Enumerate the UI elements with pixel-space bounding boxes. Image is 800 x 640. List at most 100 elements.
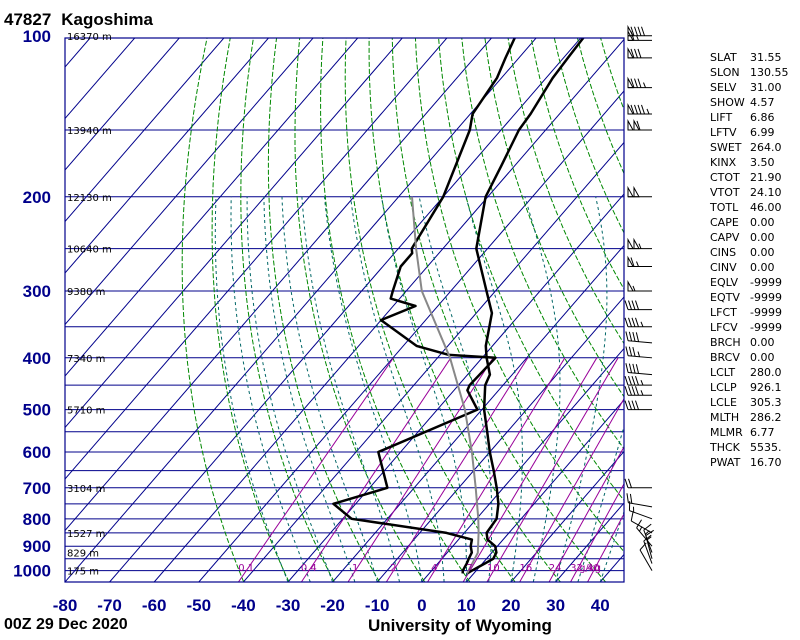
x-tick-label: -60 bbox=[142, 596, 167, 615]
height-labels: 16370 m 13940 m 12130 m 10640 m 9380 m 7340 m… bbox=[67, 32, 112, 578]
isotherm bbox=[287, 193, 624, 582]
moist-adiabat bbox=[281, 196, 378, 582]
y-tick-label: 1000 bbox=[13, 562, 51, 581]
height-label: 3104 m bbox=[67, 484, 105, 495]
barb-half-flag bbox=[646, 108, 650, 115]
barb-flag bbox=[634, 78, 638, 88]
index-name: SLAT bbox=[710, 51, 737, 64]
barb-flag bbox=[643, 534, 652, 542]
isotherm bbox=[421, 347, 624, 582]
barb-pennant bbox=[627, 103, 634, 115]
mixing-ratio-label: g/kg bbox=[579, 563, 601, 574]
index-row: LIFT 6.86 bbox=[710, 110, 789, 125]
index-row: LFCT -9999 bbox=[710, 305, 789, 320]
index-value: 0.00 bbox=[750, 231, 775, 244]
barb-staff bbox=[628, 372, 653, 376]
y-tick-label: 400 bbox=[23, 349, 51, 368]
index-row: EQLV -9999 bbox=[710, 275, 789, 290]
index-row: PWAT 16.70 bbox=[710, 455, 789, 470]
wind-barb bbox=[627, 237, 652, 250]
isotherm bbox=[65, 38, 270, 274]
wind-barb bbox=[627, 103, 652, 115]
mixing-ratio-line bbox=[300, 357, 452, 582]
index-value: 4.57 bbox=[750, 96, 775, 109]
index-row: THCK 5535. bbox=[710, 440, 789, 455]
barb-flag bbox=[630, 104, 635, 115]
barb-pennant bbox=[627, 24, 634, 37]
index-name: KINX bbox=[710, 156, 737, 169]
dry-adiabat bbox=[181, 38, 245, 582]
mixing-ratio-label: 2 bbox=[390, 563, 396, 574]
plot-area bbox=[0, 36, 624, 582]
index-name: SLON bbox=[710, 66, 740, 79]
barb-flag bbox=[628, 331, 633, 342]
moist-adiabat bbox=[577, 424, 624, 582]
barb-flag bbox=[632, 346, 636, 357]
index-name: LCLE bbox=[710, 396, 737, 409]
barb-flag bbox=[630, 511, 634, 522]
isotherm bbox=[243, 141, 624, 582]
dry-adiabat bbox=[344, 38, 516, 582]
height-label: 16370 m bbox=[67, 32, 112, 43]
stability-indices: SLAT 31.55 SLON 130.55 SELV 31.00 SHOW 4.57 LIFT… bbox=[710, 50, 789, 470]
index-row: LCLP 926.1 bbox=[710, 380, 789, 395]
x-tick-label: -80 bbox=[53, 596, 78, 615]
index-name: PWAT bbox=[710, 456, 741, 469]
barb-pennant bbox=[627, 46, 634, 59]
barb-pennant bbox=[633, 185, 640, 198]
height-label: 10640 m bbox=[67, 245, 112, 256]
mixing-ratio-label: 7 bbox=[467, 563, 473, 574]
isotherm bbox=[0, 36, 47, 582]
y-tick-label: 100 bbox=[23, 27, 51, 46]
barb-half-flag bbox=[632, 285, 636, 292]
x-tick-label: 30 bbox=[546, 596, 565, 615]
wind-barb bbox=[627, 46, 652, 59]
index-row: SHOW 4.57 bbox=[710, 95, 789, 110]
x-tick-label: 40 bbox=[591, 596, 610, 615]
moist-adiabat bbox=[214, 196, 289, 582]
isotherm bbox=[65, 38, 359, 377]
dry-adiabat bbox=[507, 38, 624, 345]
barb-flag bbox=[625, 363, 629, 373]
barb-flag bbox=[628, 400, 632, 410]
index-name: LCLP bbox=[710, 381, 737, 394]
index-value: 286.2 bbox=[750, 411, 782, 424]
height-label: 175 m bbox=[67, 567, 99, 578]
wind-barb bbox=[627, 24, 652, 37]
index-value: 31.55 bbox=[750, 51, 782, 64]
dewpoint-profile bbox=[332, 38, 517, 574]
y-tick-label: 500 bbox=[23, 401, 51, 420]
barb-flag bbox=[626, 493, 629, 503]
moist-adiabat bbox=[301, 196, 400, 582]
wind-barb bbox=[625, 363, 653, 376]
index-value: 0.00 bbox=[750, 246, 775, 259]
barb-flag bbox=[635, 386, 639, 396]
isotherm bbox=[153, 38, 624, 582]
height-label: 9380 m bbox=[67, 287, 105, 298]
barb-flag bbox=[634, 48, 638, 59]
x-tick-label: -10 bbox=[365, 596, 390, 615]
mixing-ratio-line bbox=[462, 357, 598, 582]
barb-pennant bbox=[627, 255, 634, 268]
barb-flag bbox=[635, 364, 640, 374]
mixing-ratio-label: 0.1 bbox=[238, 563, 254, 574]
index-name: EQLV bbox=[710, 276, 739, 289]
barb-flag bbox=[628, 317, 632, 327]
dry-adiabat bbox=[294, 38, 426, 582]
wind-barb bbox=[627, 255, 652, 268]
barb-flag bbox=[624, 400, 629, 410]
wind-barb bbox=[645, 529, 654, 559]
x-tick-label: 0 bbox=[417, 596, 426, 615]
isotherm bbox=[65, 38, 314, 326]
index-name: MLMR bbox=[710, 426, 743, 439]
dry-adiabat bbox=[391, 38, 606, 582]
barb-pennant bbox=[633, 119, 640, 131]
wind-barb bbox=[624, 386, 652, 396]
wind-barb bbox=[624, 317, 652, 328]
index-name: LIFT bbox=[710, 111, 733, 124]
barb-flag bbox=[636, 120, 641, 131]
index-name: SWET bbox=[710, 141, 742, 154]
barb-flag bbox=[634, 104, 638, 115]
barb-flag bbox=[625, 331, 629, 341]
